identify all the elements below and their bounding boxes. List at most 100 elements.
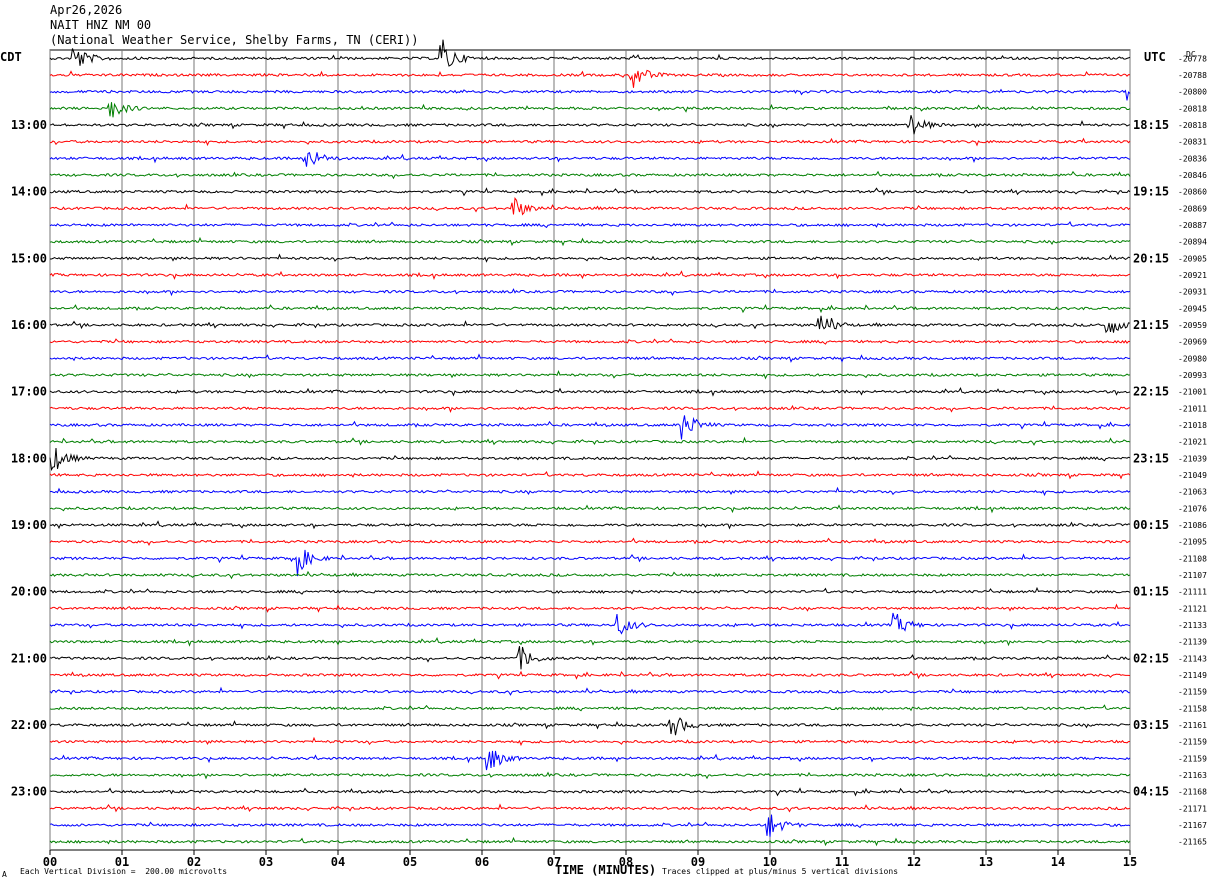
cdt-hour-label: 13:00 [11,118,47,132]
trace-line [50,253,1131,263]
trace-line [50,603,1131,613]
left-timezone-label: CDT [0,50,22,64]
trace-line [49,570,1131,580]
utc-hour-label: 18:15 [1133,118,1169,132]
x-tick-label: 09 [691,855,705,869]
dc-offset-label: -21095 [1178,538,1207,547]
trace-line [49,370,1131,380]
dc-offset-label: -21159 [1178,738,1207,747]
cdt-hour-label: 22:00 [11,718,47,732]
trace-line [49,270,1131,281]
trace-line [49,151,1131,167]
trace-line [49,504,1131,514]
x-tick-label: 11 [835,855,849,869]
dc-offset-label: -21163 [1178,771,1207,780]
dc-offset-label: -21158 [1178,704,1207,713]
x-tick-label: 02 [187,855,201,869]
trace-line [49,814,1131,837]
trace-line [49,137,1131,147]
cdt-hour-label: 18:00 [11,451,47,465]
utc-hour-label: 20:15 [1133,251,1169,265]
cdt-hour-label: 21:00 [11,651,47,665]
trace-line [49,686,1131,696]
right-timezone-label: UTC [1144,50,1166,64]
utc-hour-label: 21:15 [1133,318,1169,332]
dc-offset-label: -20846 [1178,171,1207,180]
utc-hour-label: 04:15 [1133,785,1169,799]
dc-label: DC [1186,50,1196,59]
dc-offset-label: -20788 [1178,71,1207,80]
footer-mark: A [2,870,7,879]
scale-note: Each Vertical Division = 200.00 microvol… [20,867,228,876]
dc-offset-label: -21161 [1178,721,1207,730]
trace-line [49,436,1131,446]
utc-hour-label: 19:15 [1133,185,1169,199]
dc-offset-label: -21133 [1178,621,1207,630]
dc-offset-label: -20778 [1178,54,1207,63]
dc-offset-label: -20959 [1178,321,1207,330]
trace-line [49,750,1131,771]
header-station: NAIT HNZ NM 00 [50,18,152,32]
trace-line [49,236,1131,247]
utc-hour-label: 03:15 [1133,718,1169,732]
trace-line [49,670,1131,680]
dc-offset-label: -20993 [1178,371,1207,380]
dc-offset-label: -21108 [1178,554,1207,563]
x-tick-label: 05 [403,855,417,869]
trace-line [49,303,1131,314]
dc-offset-label: -21149 [1178,671,1207,680]
utc-hour-label: 00:15 [1133,518,1169,532]
dc-offset-label: -21018 [1178,421,1207,430]
x-tick-label: 03 [259,855,273,869]
x-tick-label: 14 [1051,855,1065,869]
dc-offset-label: -20818 [1178,104,1207,113]
trace-line [49,704,1131,712]
dc-offset-label: -21011 [1178,404,1207,413]
trace-line [49,645,1131,670]
dc-offset-label: -20818 [1178,121,1207,130]
dc-offset-label: -20894 [1178,238,1207,247]
x-axis-label: TIME (MINUTES) [555,863,657,877]
x-tick-label: 08 [619,855,633,869]
trace-line [49,836,1131,847]
clip-note: Traces clipped at plus/minus 5 vertical … [662,867,899,876]
dc-offset-label: -20905 [1178,254,1207,263]
cdt-hour-label: 19:00 [11,518,47,532]
trace-line [49,102,1131,118]
dc-offset-label: -21165 [1178,838,1207,847]
dc-offset-label: -21039 [1178,454,1207,463]
header-date: Apr26,2026 [50,3,123,17]
trace-line [49,288,1131,297]
cdt-hour-label: 16:00 [11,318,47,332]
x-tick-label: 12 [907,855,921,869]
trace-line [49,486,1131,497]
trace-line [49,353,1131,363]
dc-offset-label: -20869 [1178,204,1207,213]
trace-line [49,549,1131,577]
utc-hour-label: 01:15 [1133,585,1169,599]
dc-offset-label: -20887 [1178,221,1207,230]
trace-line [49,315,1131,334]
trace-line [49,170,1131,180]
trace-line [49,115,1131,135]
dc-offset-label: -21086 [1178,521,1207,530]
cdt-hour-label: 23:00 [11,785,47,799]
x-tick-label: 13 [979,855,993,869]
dc-offset-label: -21171 [1178,804,1207,813]
trace-line [49,387,1131,397]
header-location: (National Weather Service, Shelby Farms,… [50,33,419,47]
x-tick-label: 10 [763,855,777,869]
dc-offset-label: -21063 [1178,488,1207,497]
utc-hour-label: 23:15 [1133,451,1169,465]
dc-offset-label: -21107 [1178,571,1207,580]
trace-line [49,470,1131,480]
trace-line [49,69,1131,88]
trace-line [49,803,1131,813]
trace-line [49,197,1131,216]
dc-offset-label: -21167 [1178,821,1207,830]
x-tick-label: 01 [115,855,129,869]
dc-offset-label: -21111 [1178,588,1207,597]
dc-offset-label: -21139 [1178,638,1207,647]
dc-offset-label: -21143 [1178,654,1207,663]
